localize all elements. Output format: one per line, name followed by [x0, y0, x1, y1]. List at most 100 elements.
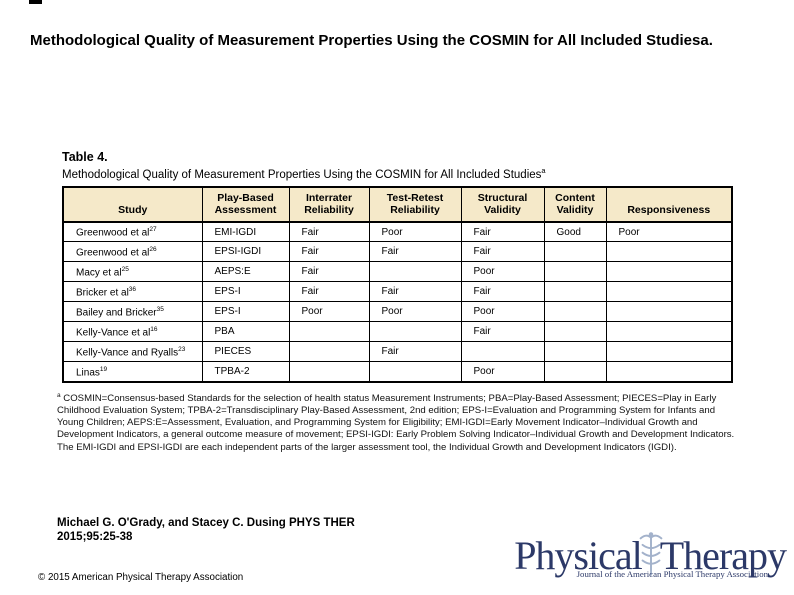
rating-cell	[605, 261, 733, 283]
copyright-notice: © 2015 American Physical Therapy Associa…	[38, 572, 244, 583]
column-header-structural-validity: Structural Validity	[460, 186, 545, 223]
reference-superscript: 36	[128, 285, 137, 293]
reference-superscript: 26	[149, 245, 157, 253]
reference-superscript: 16	[150, 325, 158, 333]
rating-cell	[368, 361, 462, 383]
reference-superscript: 19	[99, 365, 108, 373]
rating-cell: Poor	[368, 301, 462, 323]
rating-cell: Fair	[368, 281, 462, 303]
rating-cell: Fair	[460, 221, 545, 243]
journal-logo: Physical Therapy Journal of the American…	[514, 530, 787, 579]
rating-cell	[368, 261, 462, 283]
table-row: Bricker et al36 EPS-I Fair Fair Fair	[62, 281, 733, 303]
rating-cell: EPS-I	[201, 301, 290, 323]
table-caption-marker: a	[541, 166, 546, 175]
rating-cell	[543, 261, 607, 283]
citation-reference: 2015;95:25-38	[57, 531, 133, 543]
study-cell: Macy et al25	[62, 261, 203, 283]
citation: Michael G. O'Grady, and Stacey C. Dusing…	[57, 516, 477, 544]
column-header-responsiveness: Responsiveness	[605, 186, 733, 223]
study-cell: Linas19	[62, 361, 203, 383]
table-body: Greenwood et al27 EMI-IGDI Fair Poor Fair Goo…	[62, 221, 733, 383]
reference-superscript: 27	[149, 226, 157, 234]
rating-cell	[543, 281, 607, 303]
footnote-text: COSMIN=Consensus-based Standards for the…	[57, 392, 735, 453]
table-header: Study Play-Based Assessment Interrater R…	[62, 186, 733, 223]
table-footnote: a COSMIN=Consensus-based Standards for t…	[57, 390, 735, 454]
rating-cell: Fair	[460, 321, 545, 343]
rating-cell: Poor	[605, 221, 733, 243]
rating-cell: Poor	[368, 221, 462, 243]
rating-cell	[605, 361, 733, 383]
rating-cell: TPBA-2	[201, 361, 290, 383]
logo-word-physical: Physical	[514, 533, 643, 578]
column-header-test-retest-reliability: Test-Retest Reliability	[368, 186, 462, 223]
logo-word-therapy: Therapy	[659, 533, 787, 578]
rating-cell	[605, 241, 733, 263]
rating-cell: Fair	[368, 241, 462, 263]
rating-cell: Fair	[288, 241, 370, 263]
rating-cell	[543, 341, 607, 363]
study-cell: Bricker et al36	[62, 281, 203, 303]
rating-cell	[368, 321, 462, 343]
rating-cell: PIECES	[201, 341, 290, 363]
cosmin-table: Study Play-Based Assessment Interrater R…	[62, 185, 733, 383]
rating-cell: Fair	[460, 241, 545, 263]
rating-cell: AEPS:E	[201, 261, 290, 283]
rating-cell	[460, 341, 545, 363]
logo-tagline: Journal of the American Physical Therapy…	[576, 569, 768, 579]
reference-superscript: 25	[121, 265, 129, 273]
rating-cell	[543, 361, 607, 383]
rating-cell	[605, 341, 733, 363]
rating-cell: EMI-IGDI	[201, 221, 290, 243]
table-header-row: Study Play-Based Assessment Interrater R…	[62, 186, 733, 223]
rating-cell	[543, 301, 607, 323]
column-header-play-based-assessment: Play-Based Assessment	[201, 186, 290, 223]
logo-wordmark: Physical Therapy	[514, 530, 787, 578]
rating-cell	[288, 321, 370, 343]
rating-cell	[605, 321, 733, 343]
rating-cell: Poor	[460, 261, 545, 283]
table-row: Macy et al25 AEPS:E Fair Poor	[62, 261, 733, 283]
column-header-interrater-reliability: Interrater Reliability	[288, 186, 370, 223]
table-row: Greenwood et al27 EMI-IGDI Fair Poor Fair Goo…	[62, 221, 733, 243]
rating-cell	[288, 361, 370, 383]
table-row: Bailey and Bricker35 EPS-I Poor Poor Poor	[62, 301, 733, 323]
table-figure: Table 4. Methodological Quality of Measu…	[62, 150, 733, 383]
table-caption-text: Methodological Quality of Measurement Pr…	[62, 168, 542, 181]
rating-cell: Fair	[288, 281, 370, 303]
footnote-marker: a	[57, 391, 61, 399]
rating-cell	[288, 341, 370, 363]
rating-cell: Poor	[460, 301, 545, 323]
rating-cell: PBA	[201, 321, 290, 343]
rating-cell: Fair	[368, 341, 462, 363]
rating-cell: EPSI-IGDI	[201, 241, 290, 263]
table-row: Kelly-Vance and Ryalls23 PIECES Fair	[62, 341, 733, 363]
table-row: Greenwood et al26 EPSI-IGDI Fair Fair Fair	[62, 241, 733, 263]
study-cell: Bailey and Bricker35	[62, 301, 203, 323]
rating-cell: Fair	[460, 281, 545, 303]
study-cell: Kelly-Vance and Ryalls23	[62, 341, 203, 363]
rating-cell: Fair	[288, 221, 370, 243]
rating-cell: Fair	[288, 261, 370, 283]
caduceus-icon	[639, 532, 663, 576]
reference-superscript: 35	[156, 305, 164, 313]
table-label: Table 4.	[62, 150, 108, 164]
table-row: Linas19 TPBA-2 Poor	[62, 361, 733, 383]
corner-mark	[29, 0, 42, 4]
column-header-study: Study	[62, 186, 203, 223]
rating-cell: EPS-I	[201, 281, 290, 303]
citation-authors: Michael G. O'Grady, and Stacey C. Dusing…	[57, 517, 355, 529]
table-row: Kelly-Vance et al16 PBA Fair	[62, 321, 733, 343]
rating-cell	[543, 321, 607, 343]
rating-cell: Poor	[460, 361, 545, 383]
rating-cell	[605, 301, 733, 323]
table-caption: Methodological Quality of Measurement Pr…	[62, 166, 732, 181]
rating-cell: Good	[543, 221, 607, 243]
study-cell: Greenwood et al26	[62, 241, 203, 263]
rating-cell	[605, 281, 733, 303]
rating-cell	[543, 241, 607, 263]
rating-cell: Poor	[288, 301, 370, 323]
reference-superscript: 23	[178, 345, 186, 353]
